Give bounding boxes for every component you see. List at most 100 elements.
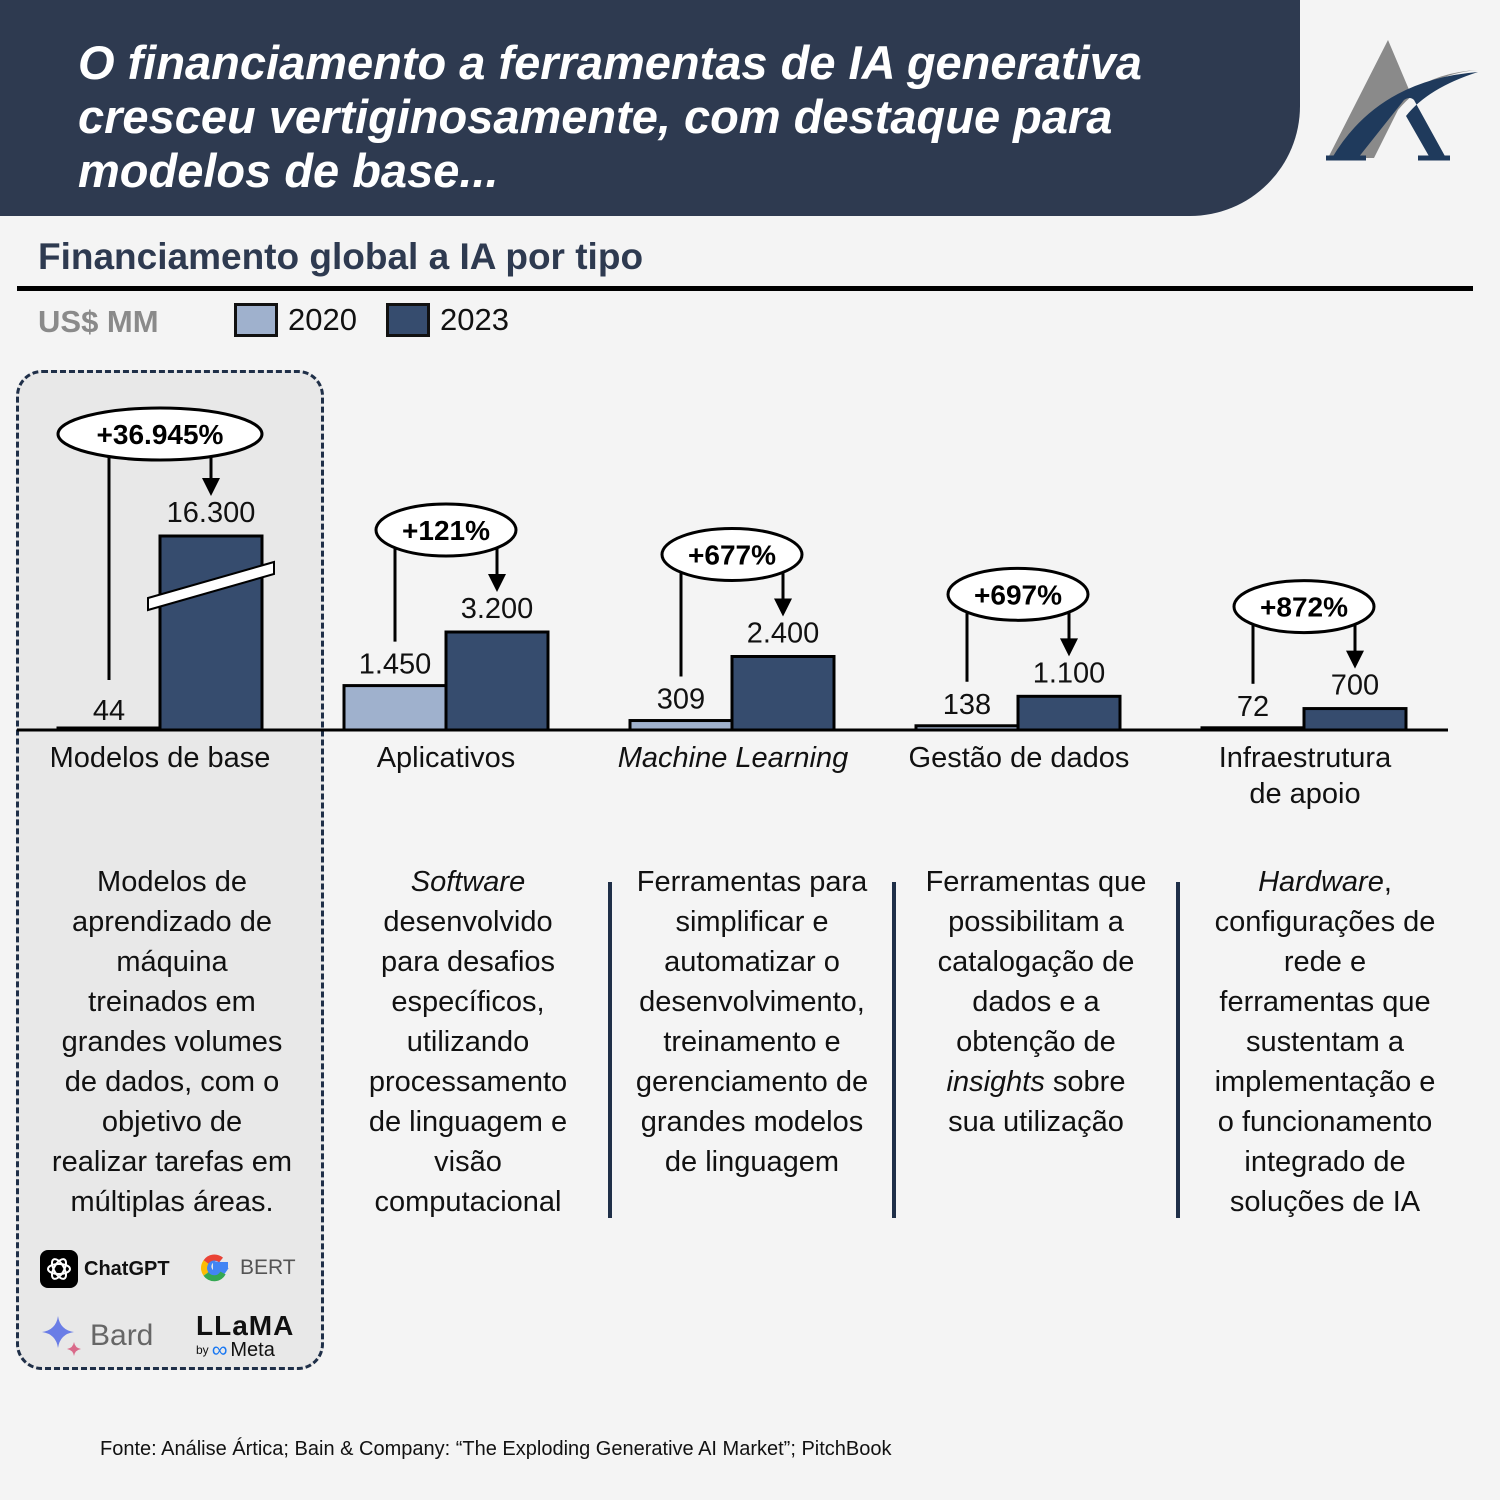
growth-bubble: [374, 502, 518, 558]
legend-label-2023: 2023: [440, 302, 509, 337]
description-line: gerenciamento de: [635, 1066, 869, 1098]
description-line: aprendizado de: [72, 906, 272, 938]
description-line: objetivo de: [101, 1106, 243, 1138]
growth-label: +121%: [402, 515, 490, 546]
description-line: dados e a: [972, 986, 1100, 1018]
description-line: configurações de: [1214, 906, 1436, 938]
openai-icon: [40, 1250, 78, 1288]
google-g-icon: [201, 1254, 229, 1282]
description-line: grandes volumes: [61, 1026, 283, 1058]
italic-term: Software: [410, 866, 526, 898]
logo-sublabel-meta: by ∞ Meta: [196, 1337, 275, 1362]
bar-2020: [914, 724, 1020, 732]
value-label-2023: 1.100: [1033, 657, 1106, 689]
description-line: realizar tarefas em: [51, 1146, 293, 1178]
description-line: máquina: [116, 946, 228, 978]
description-line: desenvolvido: [383, 906, 553, 938]
artica-logo-icon: [1326, 40, 1478, 161]
italic-term: insights: [946, 1066, 1045, 1098]
growth-arrow-head: [488, 574, 506, 592]
growth-label: +36.945%: [97, 419, 224, 450]
unit-label: US$ MM: [38, 304, 159, 339]
category-label-line: de apoio: [1249, 778, 1361, 810]
description-line: de linguagem: [664, 1146, 840, 1178]
meta-infinity-icon: ∞: [211, 1337, 228, 1362]
category-label-line: Aplicativos: [376, 742, 516, 774]
category-label-line: Gestão de dados: [908, 742, 1130, 774]
value-label-2020: 1.450: [359, 649, 432, 681]
description-line: Modelos de: [97, 866, 247, 898]
title-divider: [17, 286, 1473, 291]
value-label-2023: 700: [1331, 670, 1379, 702]
category-label: Infraestrutura de apoio: [1155, 740, 1455, 812]
source-note: Fonte: Análise Ártica; Bain & Company: “…: [100, 1438, 892, 1460]
category-label: Machine Learning: [583, 740, 883, 776]
logo-label-bard: Bard: [90, 1319, 154, 1352]
description-line: utilizando: [406, 1026, 530, 1058]
bar-2020: [56, 726, 162, 732]
category-description: Hardware, configurações de rede e ferrament…: [1185, 862, 1465, 1222]
category-description: Ferramentas que possibilitam a catalogação…: [896, 862, 1176, 1142]
category-label-line: Machine Learning: [617, 742, 849, 774]
description-line: grandes modelos: [640, 1106, 864, 1138]
value-label-2023: 2.400: [747, 618, 820, 650]
bard-sparkle-icon: [42, 1316, 81, 1356]
page-title: O financiamento a ferramentas de IA gene…: [78, 36, 1142, 197]
value-label-2020: 309: [657, 684, 705, 716]
description-line: processamento: [368, 1066, 568, 1098]
logo-llama: LLaMA by ∞ Meta: [196, 1310, 295, 1362]
description-line: Hardware,: [1258, 866, 1392, 898]
description-line: Ferramentas que: [925, 866, 1147, 898]
legend-item-2020: 2020: [234, 302, 357, 338]
description-line: soluções de IA: [1229, 1186, 1421, 1218]
growth-arrow-head: [1346, 650, 1364, 669]
growth-arrow-head: [1060, 638, 1078, 657]
description-line: para desafios: [380, 946, 556, 978]
description-line: sustentam a: [1246, 1026, 1404, 1058]
description-line: integrado de: [1244, 1146, 1406, 1178]
growth-bubble: [946, 566, 1090, 622]
description-line: Ferramentas para: [636, 866, 868, 898]
description-line: computacional: [374, 1186, 562, 1218]
description-line: visão: [434, 1146, 502, 1178]
chart-subtitle: Financiamento global a IA por tipo: [38, 236, 644, 277]
description-line: sua utilização: [948, 1106, 1124, 1138]
legend-swatch-2020: [234, 303, 278, 337]
category-description: Software desenvolvido para desafios específ…: [328, 862, 608, 1222]
description-line: treinados em: [88, 986, 256, 1018]
logo-label-llama: LLaMA: [196, 1310, 295, 1341]
column-divider: [608, 882, 612, 1218]
axis-break-marker: [147, 560, 275, 612]
value-label-2020: 72: [1237, 691, 1269, 723]
description-line: treinamento e: [663, 1026, 841, 1058]
description-line: rede e: [1283, 946, 1367, 978]
category-label: Aplicativos: [296, 740, 596, 776]
column-divider: [1176, 882, 1180, 1218]
growth-label: +697%: [974, 579, 1062, 610]
bar-chart: 44 16.300 +36.945% 1.450 3.200 +121% 309 2.400 +…: [17, 406, 1448, 732]
value-label-2020: 138: [943, 689, 991, 721]
column-divider: [892, 882, 896, 1218]
description-line: ferramentas que: [1219, 986, 1431, 1018]
logo-bard: Bard: [40, 1314, 153, 1358]
description-line: possibilitam a: [948, 906, 1124, 938]
category-description: Modelos de aprendizado de máquina treinados…: [32, 862, 312, 1222]
bar-2023: [1016, 694, 1122, 732]
legend-item-2023: 2023: [386, 302, 509, 338]
logo-by-text: by: [196, 1343, 209, 1357]
description-line: desenvolvimento,: [639, 986, 865, 1018]
bar-2020: [1200, 726, 1306, 732]
description-line: insights sobre: [946, 1066, 1126, 1098]
description-line: o funcionamento: [1217, 1106, 1433, 1138]
description-line: de dados, com o: [64, 1066, 280, 1098]
description-line: simplificar e: [675, 906, 829, 938]
category-description: Ferramentas para simplificar e automatizar…: [612, 862, 892, 1182]
logo-meta-text: Meta: [230, 1339, 275, 1361]
description-line: obtenção de: [956, 1026, 1116, 1058]
description-line: específicos,: [391, 986, 545, 1018]
logo-bert: BERT: [198, 1250, 296, 1286]
description-line: Software: [328, 862, 608, 902]
growth-arrow-head: [202, 478, 220, 496]
category-label: Gestão de dados: [869, 740, 1169, 776]
growth-arrow-head: [774, 598, 792, 617]
